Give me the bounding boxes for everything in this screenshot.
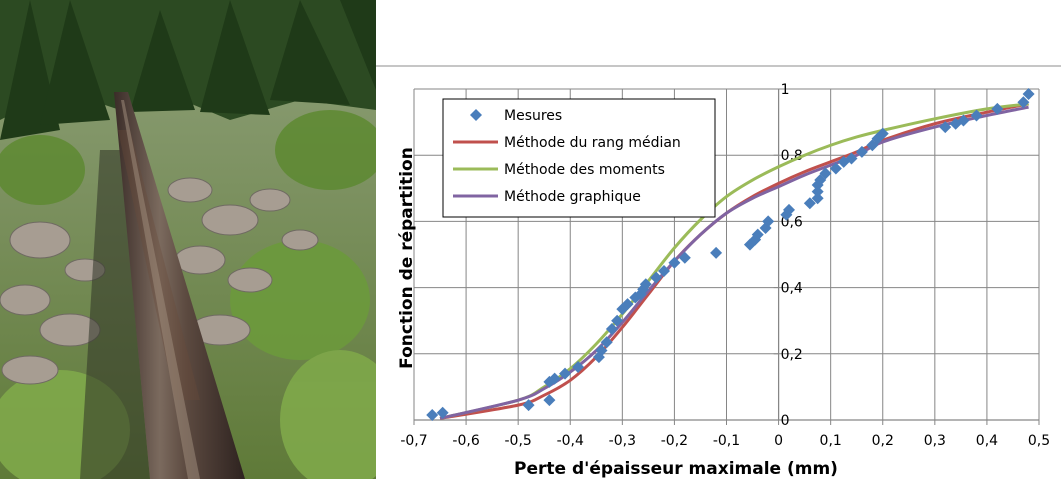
data-point-mesure [548, 372, 561, 385]
x-tick-label: 0,3 [924, 433, 946, 449]
data-point-mesure [522, 399, 535, 412]
data-point-mesure [668, 256, 681, 269]
series-markers [426, 87, 1035, 422]
pipe-highlight [121, 100, 200, 479]
chart: -0,7 -0,6 -0,5 -0,4 -0,3 -0,2 -0,1 0 0,1 0,2 0,3 0,… [376, 65, 1061, 479]
x-tick-label: -0,6 [452, 433, 479, 449]
data-point-mesure [1017, 96, 1030, 109]
data-point-mesure [751, 228, 764, 241]
legend-label-mesures: Mesures [504, 108, 562, 124]
x-tick-label: -0,5 [505, 433, 532, 449]
legend: Mesures Méthode du rang médian Méthode des… [442, 98, 716, 218]
y-tick-label: 0,4 [781, 281, 803, 297]
legend-label-methode-des-moments: Méthode des moments [504, 162, 665, 178]
data-point-mesure [876, 127, 889, 140]
data-point-mesure [710, 246, 723, 259]
x-tick-label: 0,4 [976, 433, 998, 449]
data-point-mesure [866, 139, 879, 152]
data-point-mesure [611, 314, 624, 327]
data-point-mesure [803, 197, 816, 210]
data-point-mesure [811, 192, 824, 205]
y-tick-label: 0,8 [781, 148, 803, 164]
x-tick-label: 0,2 [872, 433, 894, 449]
x-tick-labels: -0,7 -0,6 -0,5 -0,4 -0,3 -0,2 -0,1 0 0,1 0,2 0,3 0,… [400, 433, 1050, 449]
x-tick-label: -0,4 [557, 433, 584, 449]
legend-box [442, 98, 716, 218]
data-point-mesure [639, 278, 652, 291]
data-point-mesure [678, 251, 691, 264]
x-tick-label: 0,5 [1028, 433, 1050, 449]
data-point-mesure [658, 265, 670, 278]
x-tick-label: 0,1 [820, 433, 842, 449]
data-point-mesure [991, 102, 1004, 115]
pipeline-photo [0, 0, 376, 479]
data-point-mesure [621, 298, 634, 311]
data-point-mesure [749, 233, 762, 246]
data-point-mesure [650, 271, 663, 284]
data-point-mesure [559, 367, 572, 380]
data-point-mesure [543, 394, 556, 407]
data-point-mesure [600, 336, 613, 349]
data-point-mesure [572, 361, 585, 374]
data-point-mesure [811, 178, 824, 191]
x-tick-label: -0,2 [661, 433, 688, 449]
axes [413, 88, 1040, 425]
pipe-shadow [80, 150, 150, 479]
series-line-methode-graphique [439, 105, 1029, 420]
legend-label-methode-graphique: Méthode graphique [504, 189, 641, 205]
data-point-mesure [783, 203, 795, 216]
x-tick-label: -0,3 [609, 433, 636, 449]
x-tick-label: -0,1 [713, 433, 740, 449]
x-tick-label: -0,7 [400, 433, 427, 449]
data-point-mesure [819, 167, 832, 180]
data-point-mesure [605, 322, 618, 335]
data-point-mesure [543, 375, 556, 388]
data-point-mesure [595, 344, 608, 357]
data-point-mesure [939, 121, 952, 134]
data-point-mesure [957, 114, 970, 127]
trees [0, 0, 376, 140]
data-point-mesure [845, 152, 858, 165]
data-point-mesure [970, 109, 983, 122]
data-point-mesure [855, 145, 868, 158]
data-point-mesure [762, 215, 775, 228]
data-point-mesure [829, 162, 842, 175]
data-point-mesure [436, 406, 449, 419]
y-tick-label: 1 [781, 82, 790, 98]
x-axis-label: Perte d'épaisseur maximale (mm) [514, 459, 838, 479]
y-tick-label: 0 [781, 413, 790, 429]
x-tick-label: 0 [774, 433, 783, 449]
y-tick-labels: 00,20,40,60,81 [781, 82, 803, 429]
legend-label-methode-du-rang-median: Méthode du rang médian [504, 135, 681, 151]
data-point-mesure [426, 409, 439, 422]
data-point-mesure [811, 185, 824, 198]
pipe [114, 92, 245, 479]
y-tick-label: 0,2 [781, 347, 803, 363]
data-point-mesure [780, 208, 793, 221]
legend-marker-mesures [470, 109, 482, 121]
y-axis-label: Fonction de répartition [397, 147, 417, 369]
foliage [0, 110, 376, 479]
